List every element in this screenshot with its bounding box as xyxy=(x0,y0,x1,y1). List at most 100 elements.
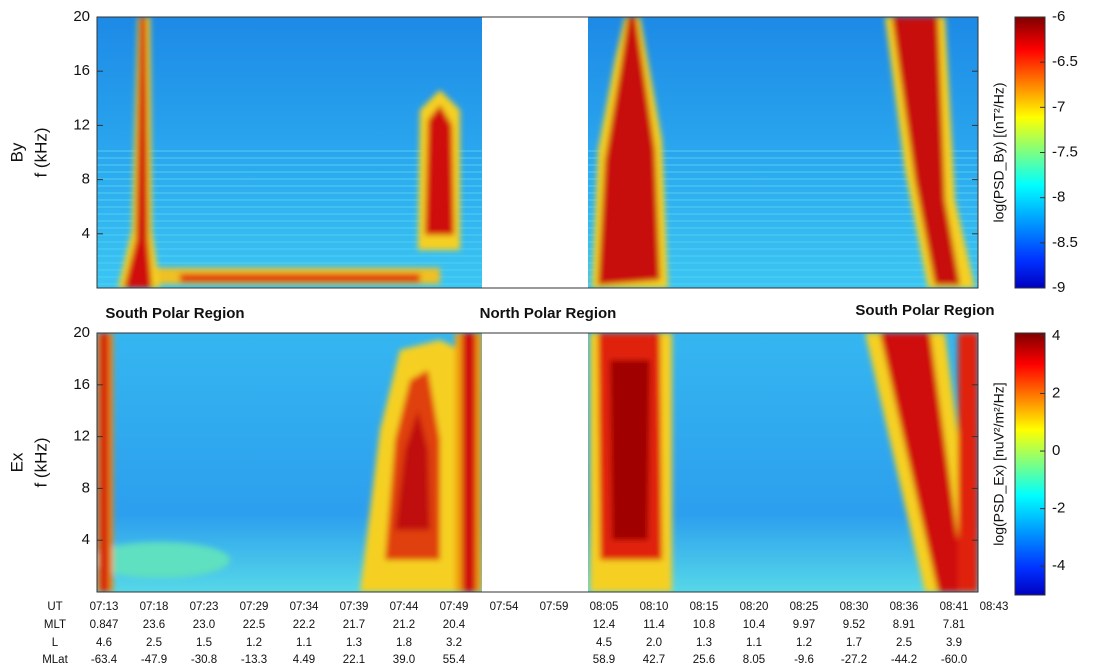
table-cell: 08:43 xyxy=(980,601,1009,613)
table-cell: 1.3 xyxy=(346,637,362,649)
table-cell: 07:59 xyxy=(540,601,569,613)
y-tick-label: 4 xyxy=(82,531,90,548)
table-cell: 22.1 xyxy=(343,654,365,666)
table-cell: 23.6 xyxy=(143,619,165,631)
table-cell: 07:34 xyxy=(290,601,319,613)
table-cell: 08:41 xyxy=(940,601,969,613)
table-cell: 0.847 xyxy=(90,619,119,631)
table-cell: 1.2 xyxy=(796,637,812,649)
colorbar-tick-label: -2 xyxy=(1052,500,1065,517)
table-cell: 3.2 xyxy=(446,637,462,649)
region-label: North Polar Region xyxy=(480,305,617,322)
colorbar-tick-label: 2 xyxy=(1052,384,1060,401)
table-cell: 9.97 xyxy=(793,619,815,631)
table-cell: -60.0 xyxy=(941,654,967,666)
table-cell: 1.8 xyxy=(396,637,412,649)
table-cell: 1.5 xyxy=(196,637,212,649)
table-cell: 1.1 xyxy=(296,637,312,649)
table-cell: 2.5 xyxy=(896,637,912,649)
colorbar-tick-label: 0 xyxy=(1052,442,1060,459)
table-cell: 07:44 xyxy=(390,601,419,613)
table-cell: 07:29 xyxy=(240,601,269,613)
table-row-label: L xyxy=(52,637,59,649)
table-cell: 08:05 xyxy=(590,601,619,613)
table-cell: 22.5 xyxy=(243,619,265,631)
region-label: South Polar Region xyxy=(855,302,994,319)
table-cell: 4.5 xyxy=(596,637,612,649)
table-cell: -44.2 xyxy=(891,654,917,666)
table-cell: -30.8 xyxy=(191,654,217,666)
y-tick-label: 16 xyxy=(73,376,90,393)
table-cell: 07:49 xyxy=(440,601,469,613)
colorbar-tick-label: -7.5 xyxy=(1052,143,1078,160)
table-cell: 11.4 xyxy=(643,619,665,631)
data-gap xyxy=(482,333,588,593)
panel-label: Ex xyxy=(7,452,26,472)
colorbar-tick-label: -9 xyxy=(1052,279,1065,296)
table-cell: 07:54 xyxy=(490,601,519,613)
table-cell: 1.7 xyxy=(846,637,862,649)
colorbar-label: log(PSD_By) [(nT²/Hz) xyxy=(991,82,1007,222)
table-cell: 8.05 xyxy=(743,654,765,666)
table-cell: 08:30 xyxy=(840,601,869,613)
table-cell: -63.4 xyxy=(91,654,118,666)
table-row-label: MLat xyxy=(42,654,68,666)
table-cell: 4.6 xyxy=(96,637,112,649)
table-cell: 4.49 xyxy=(293,654,315,666)
table-cell: 07:13 xyxy=(90,601,119,613)
y-tick-label: 8 xyxy=(82,479,90,496)
table-cell: -27.2 xyxy=(841,654,867,666)
table-cell: 1.3 xyxy=(696,637,712,649)
colorbar-tick-label: -6 xyxy=(1052,8,1065,25)
panel-label: By xyxy=(7,142,26,162)
colorbar-tick-label: -4 xyxy=(1052,557,1065,574)
table-cell: 58.9 xyxy=(593,654,615,666)
table-cell: -9.6 xyxy=(794,654,814,666)
colorbar-tick-label: 4 xyxy=(1052,327,1060,344)
table-cell: 07:18 xyxy=(140,601,169,613)
table-cell: 08:15 xyxy=(690,601,719,613)
table-cell: 1.1 xyxy=(746,637,762,649)
y-tick-label: 20 xyxy=(73,8,90,25)
colorbar-tick-label: -7 xyxy=(1052,98,1065,115)
y-tick-label: 20 xyxy=(73,324,90,341)
table-cell: 7.81 xyxy=(943,619,965,631)
table-cell: 07:23 xyxy=(190,601,219,613)
colorbar-tick-label: -8 xyxy=(1052,189,1065,206)
y-tick-label: 12 xyxy=(73,116,90,133)
y-axis-label: f (kHz) xyxy=(31,437,50,487)
y-tick-label: 8 xyxy=(82,171,90,188)
axes-frame xyxy=(96,16,979,289)
colorbar-tick-label: -6.5 xyxy=(1052,53,1078,70)
colorbar xyxy=(1014,332,1046,596)
table-row-label: UT xyxy=(47,601,62,613)
table-cell: 2.0 xyxy=(646,637,662,649)
table-cell: 42.7 xyxy=(643,654,665,666)
table-cell: 2.5 xyxy=(146,637,162,649)
table-cell: 08:10 xyxy=(640,601,669,613)
table-cell: 21.7 xyxy=(343,619,365,631)
y-tick-label: 4 xyxy=(82,225,90,242)
table-cell: -13.3 xyxy=(241,654,267,666)
table-cell: 07:39 xyxy=(340,601,369,613)
table-row-label: MLT xyxy=(44,619,66,631)
table-cell: 23.0 xyxy=(193,619,215,631)
table-cell: 3.9 xyxy=(946,637,962,649)
table-cell: -47.9 xyxy=(141,654,167,666)
colorbar-tick-label: -8.5 xyxy=(1052,234,1078,251)
table-cell: 25.6 xyxy=(693,654,715,666)
table-cell: 08:36 xyxy=(890,601,919,613)
table-cell: 9.52 xyxy=(843,619,865,631)
table-cell: 22.2 xyxy=(293,619,315,631)
table-cell: 21.2 xyxy=(393,619,415,631)
table-cell: 8.91 xyxy=(893,619,915,631)
colorbar-label: log(PSD_Ex) [nuV²/m²/Hz] xyxy=(991,382,1007,545)
y-axis-label: f (kHz) xyxy=(31,127,50,177)
data-gap xyxy=(482,17,588,289)
region-label: South Polar Region xyxy=(105,305,244,322)
table-cell: 55.4 xyxy=(443,654,466,666)
y-tick-label: 12 xyxy=(73,428,90,445)
axes-frame xyxy=(96,332,979,593)
